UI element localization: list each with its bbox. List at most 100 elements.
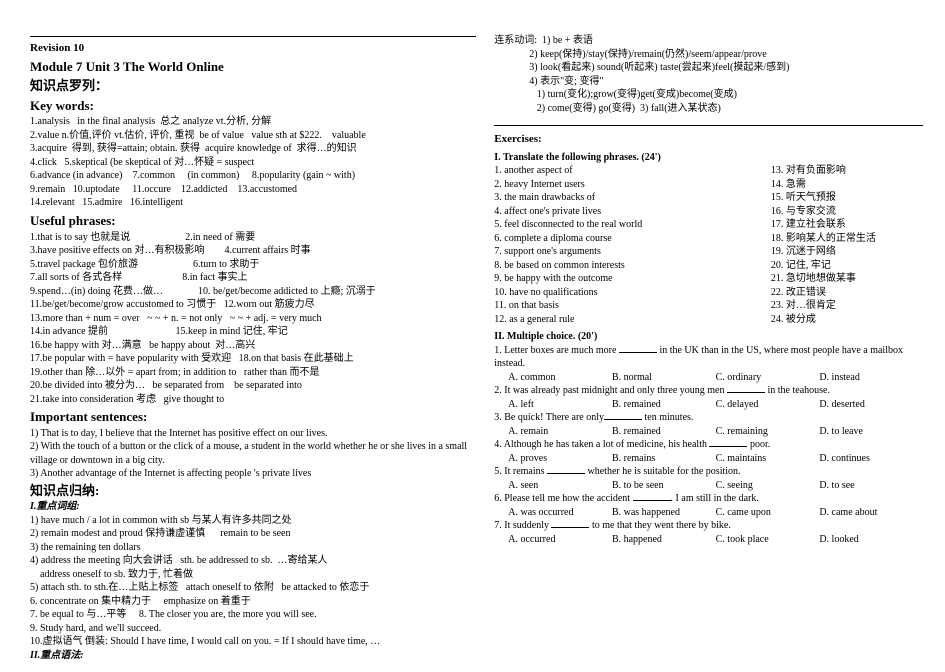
focus-line: 3) the remaining ten dollars <box>30 541 476 555</box>
fill-blank <box>604 411 642 420</box>
mc-option: B. remains <box>612 452 716 466</box>
mc-stem: 1. Letter boxes are much more in the UK … <box>494 344 923 371</box>
mc-options-row: A. remainB. remainedC. remainingD. to le… <box>508 425 923 439</box>
mc-stem-pre: 3. Be quick! There are only <box>494 412 604 423</box>
mc-option: D. to see <box>819 479 923 493</box>
translate-item: 23. 对…很肯定 <box>771 299 923 313</box>
mc-stem-post: . I am still in the dark. <box>671 493 759 504</box>
linking-verb-line: 连系动词: 1) be + 表语 <box>494 34 923 48</box>
focus-phrases-heading: I.重点词组: <box>30 500 476 514</box>
phrase-line: 3.have positive effects on 对…有积极影响 4.cur… <box>30 244 476 258</box>
fill-blank <box>727 384 765 393</box>
translate-item: 21. 急切地想做某事 <box>771 272 923 286</box>
keyword-line: 2.value n.价值,评价 vt.估价, 评价, 重视 be of valu… <box>30 129 476 143</box>
translate-item: 3. the main drawbacks of <box>494 191 771 205</box>
mc-option: A. was occurred <box>508 506 612 520</box>
mc-stem-pre: 1. Letter boxes are much more <box>494 345 619 356</box>
multiple-choice-list: 1. Letter boxes are much more in the UK … <box>494 344 923 547</box>
translate-item: 14. 急需 <box>771 178 923 192</box>
mc-stem-pre: 2. It was already past midnight and only… <box>494 385 727 396</box>
keyword-line: 6.advance (in advance) 7.common (in comm… <box>30 169 476 183</box>
mc-option: C. remaining <box>716 425 820 439</box>
translate-item: 20. 记住, 牢记 <box>771 259 923 273</box>
mc-option: C. came upon <box>716 506 820 520</box>
useful-phrases-heading: Useful phrases: <box>30 212 476 230</box>
mc-option: B. to be seen <box>612 479 716 493</box>
fill-blank <box>619 344 657 353</box>
sentence-line: 2) With the touch of a button or the cli… <box>30 440 476 467</box>
focus-grammar-heading: II.重点语法: <box>30 649 476 663</box>
mc-options-row: A. seenB. to be seenC. seeingD. to see <box>508 479 923 493</box>
mc-stem-post: ten minutes. <box>642 412 693 423</box>
focus-line: 5) attach sth. to sth.在…上贴上标签 attach one… <box>30 581 476 595</box>
translate-item: 9. be happy with the outcome <box>494 272 771 286</box>
mc-option: A. common <box>508 371 612 385</box>
fill-blank <box>633 492 671 501</box>
phrase-line: 9.spend…(in) doing 花费…做… 10. be/get/beco… <box>30 285 476 299</box>
mc-option: A. occurred <box>508 533 612 547</box>
sentence-line: 1) That is to day, I believe that the In… <box>30 427 476 441</box>
translate-item: 15. 听天气预报 <box>771 191 923 205</box>
mc-option: D. continues <box>819 452 923 466</box>
mid-rule <box>494 125 923 126</box>
fill-blank <box>547 465 585 474</box>
focus-line: 1) have much / a lot in common with sb 与… <box>30 514 476 528</box>
mc-options-row: A. provesB. remainsC. maintainsD. contin… <box>508 452 923 466</box>
mc-stem: 5. It remains whether he is suitable for… <box>494 465 923 479</box>
mc-option: A. remain <box>508 425 612 439</box>
exercise-1-heading: I. Translate the following phrases. (24'… <box>494 151 923 165</box>
mc-stem-pre: 6. Please tell me how the accident <box>494 493 632 504</box>
phrase-line: 19.other than 除…以外 = apart from; in addi… <box>30 366 476 380</box>
mc-option: B. happened <box>612 533 716 547</box>
linking-verb-line: 1) turn(变化);grow(变得)get(变成)become(变成) <box>494 88 923 102</box>
sentence-line: 3) Another advantage of the Internet is … <box>30 467 476 481</box>
linking-verb-line: 4) 表示"变; 变得" <box>494 75 923 89</box>
mc-options-row: A. occurredB. happenedC. took placeD. lo… <box>508 533 923 547</box>
knowledge-summary-heading: 知识点归纳: <box>30 482 476 500</box>
translate-item: 5. feel disconnected to the real world <box>494 218 771 232</box>
mc-option: B. remained <box>612 398 716 412</box>
translate-phrases-list: 1. another aspect of 2. heavy Internet u… <box>494 164 923 326</box>
mc-stem-post: in the teahouse. <box>765 385 830 396</box>
translate-item: 7. support one's arguments <box>494 245 771 259</box>
phrase-line: 11.be/get/become/grow accustomed to 习惯于 … <box>30 298 476 312</box>
translate-item: 13. 对有负面影响 <box>771 164 923 178</box>
mc-stem: 6. Please tell me how the accident . I a… <box>494 492 923 506</box>
knowledge-list-heading: 知识点罗列： <box>30 77 476 95</box>
translate-item: 17. 建立社会联系 <box>771 218 923 232</box>
focus-line: 7. be equal to 与…平等 8. The closer you ar… <box>30 608 476 622</box>
mc-option: B. normal <box>612 371 716 385</box>
fill-blank <box>551 519 589 528</box>
linking-verb-line: 2) keep(保持)/stay(保持)/remain(仍然)/seem/app… <box>494 48 923 62</box>
mc-option: C. took place <box>716 533 820 547</box>
mc-option: D. deserted <box>819 398 923 412</box>
left-column: Revision 10 Module 7 Unit 3 The World On… <box>30 34 476 662</box>
translate-item: 11. on that basis <box>494 299 771 313</box>
key-words-heading: Key words: <box>30 97 476 115</box>
mc-stem: 4. Although he has taken a lot of medici… <box>494 438 923 452</box>
keyword-line: 3.acquire 得到, 获得=attain; obtain. 获得 acqu… <box>30 142 476 156</box>
translate-item: 4. affect one's private lives <box>494 205 771 219</box>
translate-item: 24. 被分成 <box>771 313 923 327</box>
mc-stem-pre: 4. Although he has taken a lot of medici… <box>494 439 709 450</box>
translate-item: 10. have no qualifications <box>494 286 771 300</box>
important-sentences-heading: Important sentences: <box>30 408 476 426</box>
focus-line: 4) address the meeting 向大会讲话 sth. be add… <box>30 554 476 568</box>
mc-options-row: A. leftB. remainedC. delayedD. deserted <box>508 398 923 412</box>
mc-stem-post: whether he is suitable for the position. <box>585 466 741 477</box>
mc-options-row: A. commonB. normalC. ordinaryD. instead <box>508 371 923 385</box>
phrase-line: 13.more than + num = over ~ ~ + n. = not… <box>30 312 476 326</box>
phrase-line: 21.take into consideration 考虑 give thoug… <box>30 393 476 407</box>
mc-option: C. delayed <box>716 398 820 412</box>
mc-option: A. proves <box>508 452 612 466</box>
mc-stem: 3. Be quick! There are only ten minutes. <box>494 411 923 425</box>
exercise-2-heading: II. Multiple choice. (20') <box>494 330 923 344</box>
mc-stem-post: to me that they went there by bike. <box>589 520 730 531</box>
page-root: Revision 10 Module 7 Unit 3 The World On… <box>0 0 945 672</box>
mc-option: D. instead <box>819 371 923 385</box>
linking-verb-line: 2) come(变得) go(变得) 3) fall(进入某状态) <box>494 102 923 116</box>
focus-line: 9. Study hard, and we'll succeed. <box>30 622 476 636</box>
focus-line: 2) remain modest and proud 保持谦虚谨慎 remain… <box>30 527 476 541</box>
translate-item: 19. 沉迷于网络 <box>771 245 923 259</box>
phrase-line: 20.be divided into 被分为… be separated fro… <box>30 379 476 393</box>
